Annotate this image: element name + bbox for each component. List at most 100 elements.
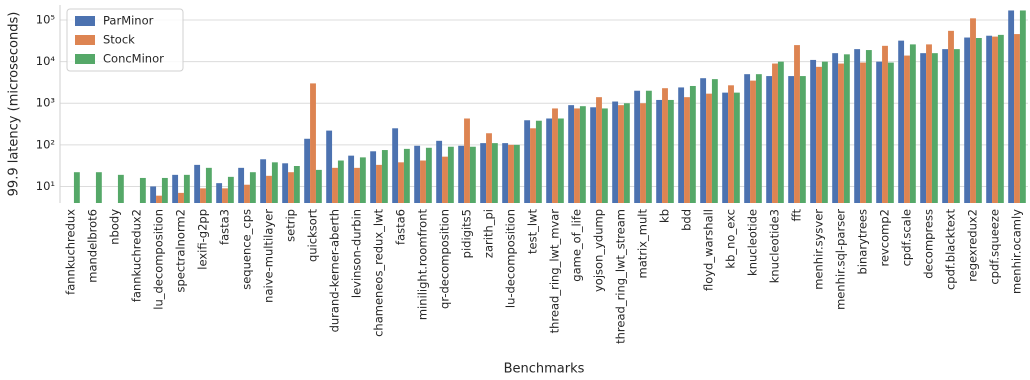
bar	[249, 172, 256, 203]
bar	[706, 93, 712, 203]
bar	[502, 143, 509, 203]
x-tick-label: matrix_mult	[636, 209, 650, 279]
bar	[590, 107, 597, 203]
bar	[656, 99, 663, 203]
bar	[227, 176, 234, 203]
x-tick-label: quicksort	[306, 209, 320, 263]
bar	[865, 50, 872, 203]
legend-swatch	[75, 54, 95, 64]
x-tick-label: revcomp2	[878, 209, 892, 267]
bar	[816, 66, 822, 203]
x-tick-label: game_of_life	[570, 209, 584, 282]
bar	[788, 76, 795, 203]
y-tick-label: 10²	[36, 137, 55, 151]
bar	[73, 172, 80, 203]
x-tick-label: durand-kerner-aberth	[328, 209, 342, 332]
bar	[293, 166, 300, 203]
bar	[491, 143, 498, 203]
x-tick-label: knucleotide3	[768, 209, 782, 283]
bar	[909, 44, 916, 203]
bar	[530, 128, 536, 203]
x-tick-label: minilight.roomfront	[416, 209, 430, 321]
bar	[1014, 34, 1020, 204]
x-tick-label: nbody	[108, 209, 122, 245]
legend-swatch	[75, 16, 95, 26]
bar	[618, 105, 624, 203]
bar	[596, 97, 602, 203]
bar	[777, 61, 784, 204]
x-tick-label: zarith_pi	[482, 209, 496, 258]
bar	[200, 188, 206, 203]
x-tick-label: menhir.sql-parser	[834, 209, 848, 310]
bar	[552, 108, 558, 203]
bar	[260, 159, 267, 203]
bar	[970, 18, 976, 204]
bar	[904, 55, 910, 204]
bar	[381, 150, 388, 203]
x-tick-label: chameneos_redux_lwt	[372, 209, 386, 337]
bar	[376, 164, 382, 203]
bar	[799, 76, 806, 203]
bar	[464, 118, 470, 203]
bar	[574, 108, 580, 203]
bar	[794, 45, 800, 203]
x-tick-label: lu_decomposition	[152, 209, 166, 310]
bar	[876, 61, 883, 204]
legend-label: ParMinor	[103, 14, 154, 28]
bar	[398, 162, 404, 203]
x-tick-label: thread_ring_lwt_mvar	[548, 209, 562, 334]
bar	[442, 156, 448, 203]
bar	[920, 53, 927, 203]
bar	[332, 167, 338, 203]
x-tick-label: cpdf.squeeze	[988, 209, 1002, 285]
bar	[326, 130, 333, 203]
x-tick-label: fannkuchredux	[64, 209, 78, 295]
bar	[458, 145, 465, 203]
bar	[238, 167, 245, 203]
x-tick-label: mandelbrot6	[86, 209, 100, 283]
bar	[161, 177, 168, 203]
bar	[887, 62, 894, 203]
bar	[832, 53, 839, 203]
bar	[942, 49, 949, 203]
bar	[711, 79, 718, 203]
bar	[546, 118, 553, 203]
x-tick-label: fasta6	[394, 209, 408, 245]
bar	[860, 62, 866, 203]
bar	[964, 37, 971, 204]
bar	[612, 101, 619, 203]
bar	[557, 118, 564, 203]
x-tick-label: pidigits5	[460, 209, 474, 258]
legend: ParMinor Stock ConcMinor	[66, 8, 184, 72]
x-tick-label: kb_no_exc	[724, 209, 738, 269]
x-tick-label: menhir.sysver	[812, 209, 826, 290]
bar	[838, 63, 844, 203]
legend-label: ConcMinor	[103, 52, 164, 66]
x-tick-label: sequence_cps	[240, 209, 254, 290]
bar	[447, 146, 454, 203]
bar	[425, 147, 432, 203]
x-tick-label: menhir.ocamly	[1010, 209, 1024, 294]
bar	[750, 80, 756, 203]
bar	[480, 143, 487, 203]
bar	[931, 53, 938, 203]
y-tick-label: 10¹	[36, 179, 55, 193]
bar	[315, 169, 322, 203]
bar	[508, 144, 514, 203]
bar	[282, 163, 289, 203]
bar	[843, 54, 850, 204]
bar	[634, 90, 641, 203]
bar	[1008, 10, 1015, 204]
x-tick-label: bdd	[680, 209, 694, 231]
bar	[183, 174, 190, 203]
bar	[640, 103, 646, 203]
bar	[579, 106, 586, 203]
x-tick-label: binarytrees	[856, 209, 870, 275]
x-tick-label: kb	[658, 209, 672, 223]
x-tick-label: qr-decomposition	[438, 209, 452, 309]
bar	[420, 160, 426, 203]
x-tick-label: fft	[790, 209, 804, 222]
bar	[667, 99, 674, 203]
x-tick-label: lu-decomposition	[504, 209, 518, 308]
